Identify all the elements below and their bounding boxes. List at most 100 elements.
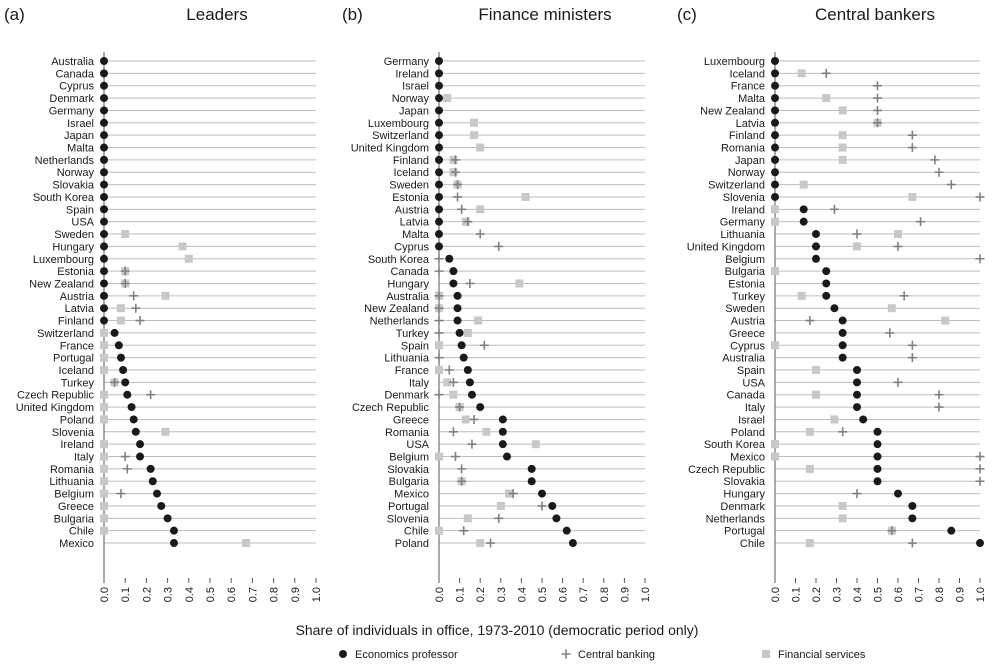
central-banking-point xyxy=(434,254,444,264)
category-label: Romania xyxy=(721,143,766,155)
category-label: Austria xyxy=(60,291,95,303)
x-tick-label: 0.6 xyxy=(893,587,905,602)
category-label: Latvia xyxy=(736,118,766,130)
economics-professor-point xyxy=(527,477,536,486)
x-tick-label: 0.3 xyxy=(163,587,175,602)
panel-label: (b) xyxy=(342,5,363,24)
x-tick-label: 0.7 xyxy=(247,587,259,602)
financial-services-point xyxy=(470,118,479,127)
financial-services-point xyxy=(161,291,170,300)
central-banking-point xyxy=(486,538,495,548)
panel-title: Central bankers xyxy=(815,5,935,24)
category-label: Switzerland xyxy=(708,180,765,192)
economics-professor-point xyxy=(873,427,882,436)
economics-professor-point xyxy=(568,539,577,548)
central-banking-point xyxy=(434,390,444,400)
financial-services-point xyxy=(100,489,108,498)
financial-services-point xyxy=(449,390,458,399)
category-label: Czech Republic xyxy=(688,464,766,476)
x-tick-label: 0.1 xyxy=(120,587,132,602)
financial-services-point xyxy=(771,341,779,350)
central-banking-point xyxy=(975,254,985,264)
category-label: Sweden xyxy=(54,229,94,241)
economics-professor-point xyxy=(812,242,820,251)
category-label: New Zealand xyxy=(364,303,429,315)
economics-professor-point xyxy=(100,69,108,78)
chart-panel: (c) Central bankers LuxembourgIcelandFranc… xyxy=(677,5,987,602)
economics-professor-point xyxy=(435,242,443,251)
central-banking-point xyxy=(146,390,156,400)
economics-professor-point xyxy=(100,316,108,325)
economics-professor-point xyxy=(476,403,485,412)
financial-services-point xyxy=(771,205,779,214)
central-banking-point xyxy=(457,204,467,214)
economics-professor-point xyxy=(771,94,779,103)
economics-professor-point xyxy=(838,353,847,362)
central-banking-point xyxy=(463,217,473,227)
financial-services-point xyxy=(116,304,125,313)
central-banking-point xyxy=(873,118,882,128)
economics-professor-point xyxy=(538,489,546,498)
economics-professor-point xyxy=(119,366,128,374)
category-label: Spain xyxy=(66,204,94,216)
central-banking-point xyxy=(494,513,504,523)
financial-services-point xyxy=(805,427,814,436)
category-label: United Kingdom xyxy=(16,402,94,414)
economics-professor-point xyxy=(822,291,831,300)
economics-professor-point xyxy=(873,477,882,486)
category-label: Switzerland xyxy=(372,130,429,142)
central-banking-point xyxy=(873,105,882,115)
central-banking-point xyxy=(450,155,460,165)
economics-professor-point xyxy=(853,403,861,412)
financial-services-point xyxy=(178,242,187,251)
central-banking-point xyxy=(852,229,862,239)
category-label: Denmark xyxy=(384,390,429,402)
financial-services-point xyxy=(242,539,251,548)
economics-professor-point xyxy=(799,217,808,226)
category-label: Slovenia xyxy=(52,427,95,439)
category-label: France xyxy=(395,365,429,377)
economics-professor-point xyxy=(467,390,476,399)
financial-services-point xyxy=(521,192,530,201)
central-banking-point xyxy=(131,303,141,313)
category-label: Mexico xyxy=(394,489,429,501)
economics-professor-point xyxy=(148,477,157,486)
financial-services-point xyxy=(822,94,831,103)
category-label: Poland xyxy=(395,538,429,550)
financial-services-point xyxy=(887,304,896,313)
category-label: Portugal xyxy=(388,501,429,513)
economics-professor-point xyxy=(838,328,847,337)
category-label: New Zealand xyxy=(700,105,765,117)
category-label: Iceland xyxy=(730,68,765,80)
economics-professor-point xyxy=(169,539,178,548)
category-label: Lithuania xyxy=(720,229,766,241)
economics-professor-point xyxy=(908,501,917,510)
financial-services-point xyxy=(838,514,847,523)
category-label: New Zealand xyxy=(29,278,94,290)
financial-services-point xyxy=(100,341,108,350)
economics-professor-point xyxy=(100,217,108,226)
category-label: Finland xyxy=(393,155,429,167)
financial-services-point xyxy=(100,464,108,473)
category-label: Luxembourg xyxy=(33,254,94,266)
financial-services-point xyxy=(435,341,443,350)
category-label: Portugal xyxy=(724,526,765,538)
economics-professor-point xyxy=(121,378,130,387)
economics-professor-point xyxy=(435,81,443,90)
economics-professor-point xyxy=(453,316,462,325)
economics-professor-point xyxy=(799,205,808,214)
economics-professor-point xyxy=(435,143,443,152)
category-label: Sweden xyxy=(725,303,765,315)
central-banking-point xyxy=(537,501,547,511)
economics-professor-point xyxy=(873,452,882,461)
economics-professor-point xyxy=(894,489,902,498)
economics-professor-point xyxy=(771,168,779,177)
category-label: Germany xyxy=(384,56,430,68)
economics-professor-point xyxy=(100,106,108,115)
financial-services-point xyxy=(100,353,108,362)
x-tick-label: 0.0 xyxy=(770,587,782,602)
economics-professor-point xyxy=(136,452,145,461)
economics-professor-point xyxy=(548,501,557,510)
economics-professor-point xyxy=(812,254,820,263)
category-label: Chile xyxy=(404,526,429,538)
